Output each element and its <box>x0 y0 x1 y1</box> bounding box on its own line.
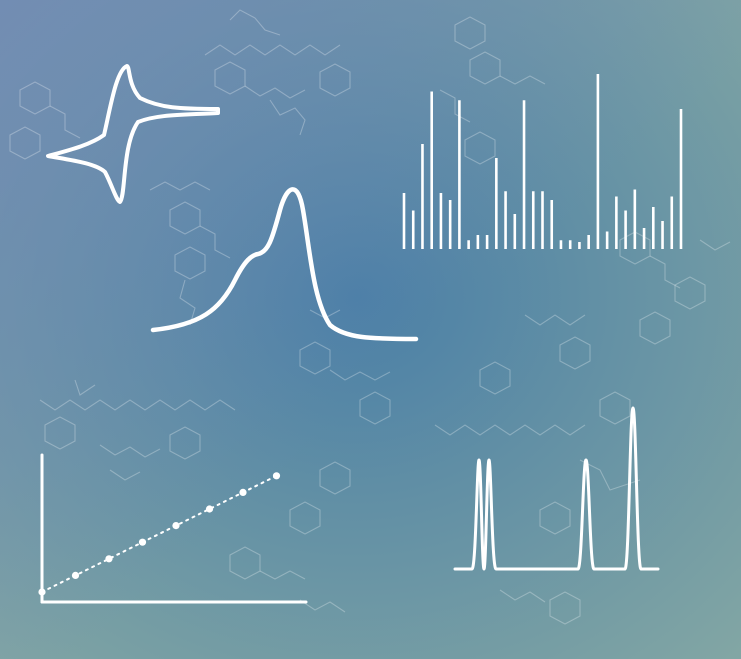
molecule-decoration-bottom-center <box>229 461 351 613</box>
molecule-decoration-mid-left <box>149 181 231 326</box>
calibration-point <box>272 472 281 480</box>
molecule-decoration-top-center <box>204 9 351 136</box>
calibration-point <box>172 522 180 530</box>
calibration-point <box>205 505 214 513</box>
calibration-point <box>138 538 147 546</box>
molecule-decoration-top-right <box>439 16 546 165</box>
calibration-trend-line <box>41 474 278 593</box>
calibration-point <box>239 488 247 496</box>
calibration-point <box>38 588 46 596</box>
molecule-decoration-bottom-left <box>39 379 236 481</box>
molecule-decoration-left <box>9 81 81 160</box>
molecule-decoration-bottom-right <box>434 314 641 625</box>
calibration-point <box>71 571 80 580</box>
calibration-point <box>105 555 113 563</box>
